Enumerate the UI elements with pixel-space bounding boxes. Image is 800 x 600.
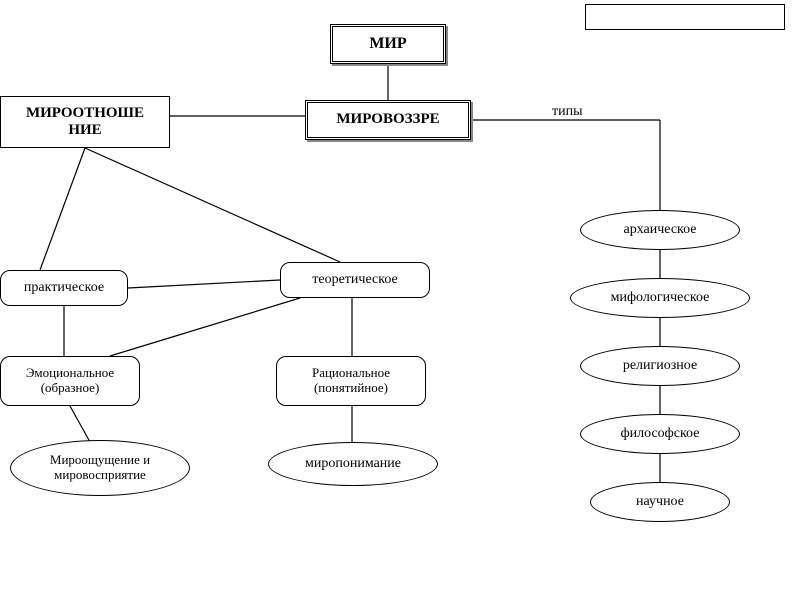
node-mirootnoshenie: МИРООТНОШЕ НИЕ (0, 96, 170, 148)
label-tipy: типы (552, 104, 612, 124)
node-mifologicheskoe: мифологическое (570, 278, 750, 318)
node-emotsionalnoe: Эмоциональное (образное) (0, 356, 140, 406)
node-religioznoe: религиозное (580, 346, 740, 386)
node-nauchnoe: научное (590, 482, 730, 522)
node-arkhaicheskoe: архаическое (580, 210, 740, 250)
node-ratsionalnoe: Рациональное (понятийное) (276, 356, 426, 406)
node-filosofskoe: философское (580, 414, 740, 454)
topright-cutoff-box (585, 4, 785, 30)
node-miroponimanie: миропонимание (268, 442, 438, 486)
node-prakticheskoe: практическое (0, 270, 128, 306)
node-mir: МИР (330, 24, 446, 64)
node-teoreticheskoe: теоретическое (280, 262, 430, 298)
node-mirovozzre: МИРОВОЗЗРЕ (305, 100, 471, 140)
node-mirooshchushchenie: Мироощущение и мировосприятие (10, 440, 190, 496)
